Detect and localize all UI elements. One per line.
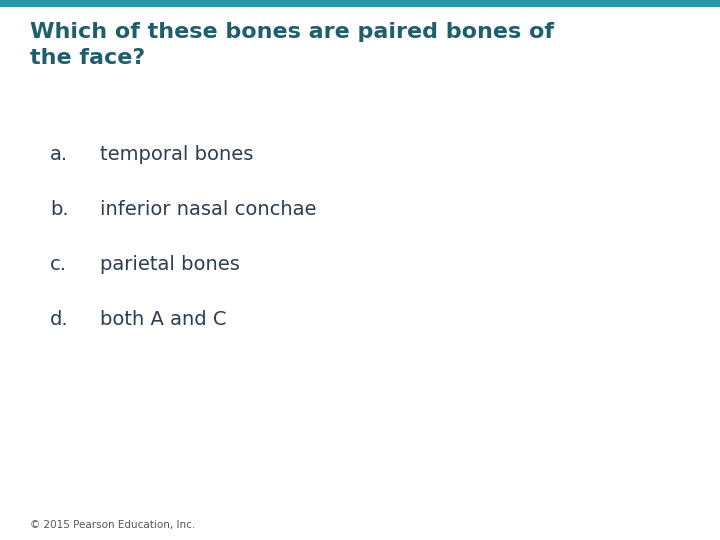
Text: the face?: the face?	[30, 48, 145, 68]
Text: b.: b.	[50, 200, 68, 219]
Text: both A and C: both A and C	[100, 310, 227, 329]
Text: inferior nasal conchae: inferior nasal conchae	[100, 200, 317, 219]
Text: c.: c.	[50, 255, 67, 274]
Text: a.: a.	[50, 145, 68, 164]
Text: © 2015 Pearson Education, Inc.: © 2015 Pearson Education, Inc.	[30, 520, 195, 530]
Text: parietal bones: parietal bones	[100, 255, 240, 274]
Text: d.: d.	[50, 310, 68, 329]
Bar	[0, 0, 720, 7]
Text: Which of these bones are paired bones of: Which of these bones are paired bones of	[30, 22, 554, 42]
Text: temporal bones: temporal bones	[100, 145, 253, 164]
